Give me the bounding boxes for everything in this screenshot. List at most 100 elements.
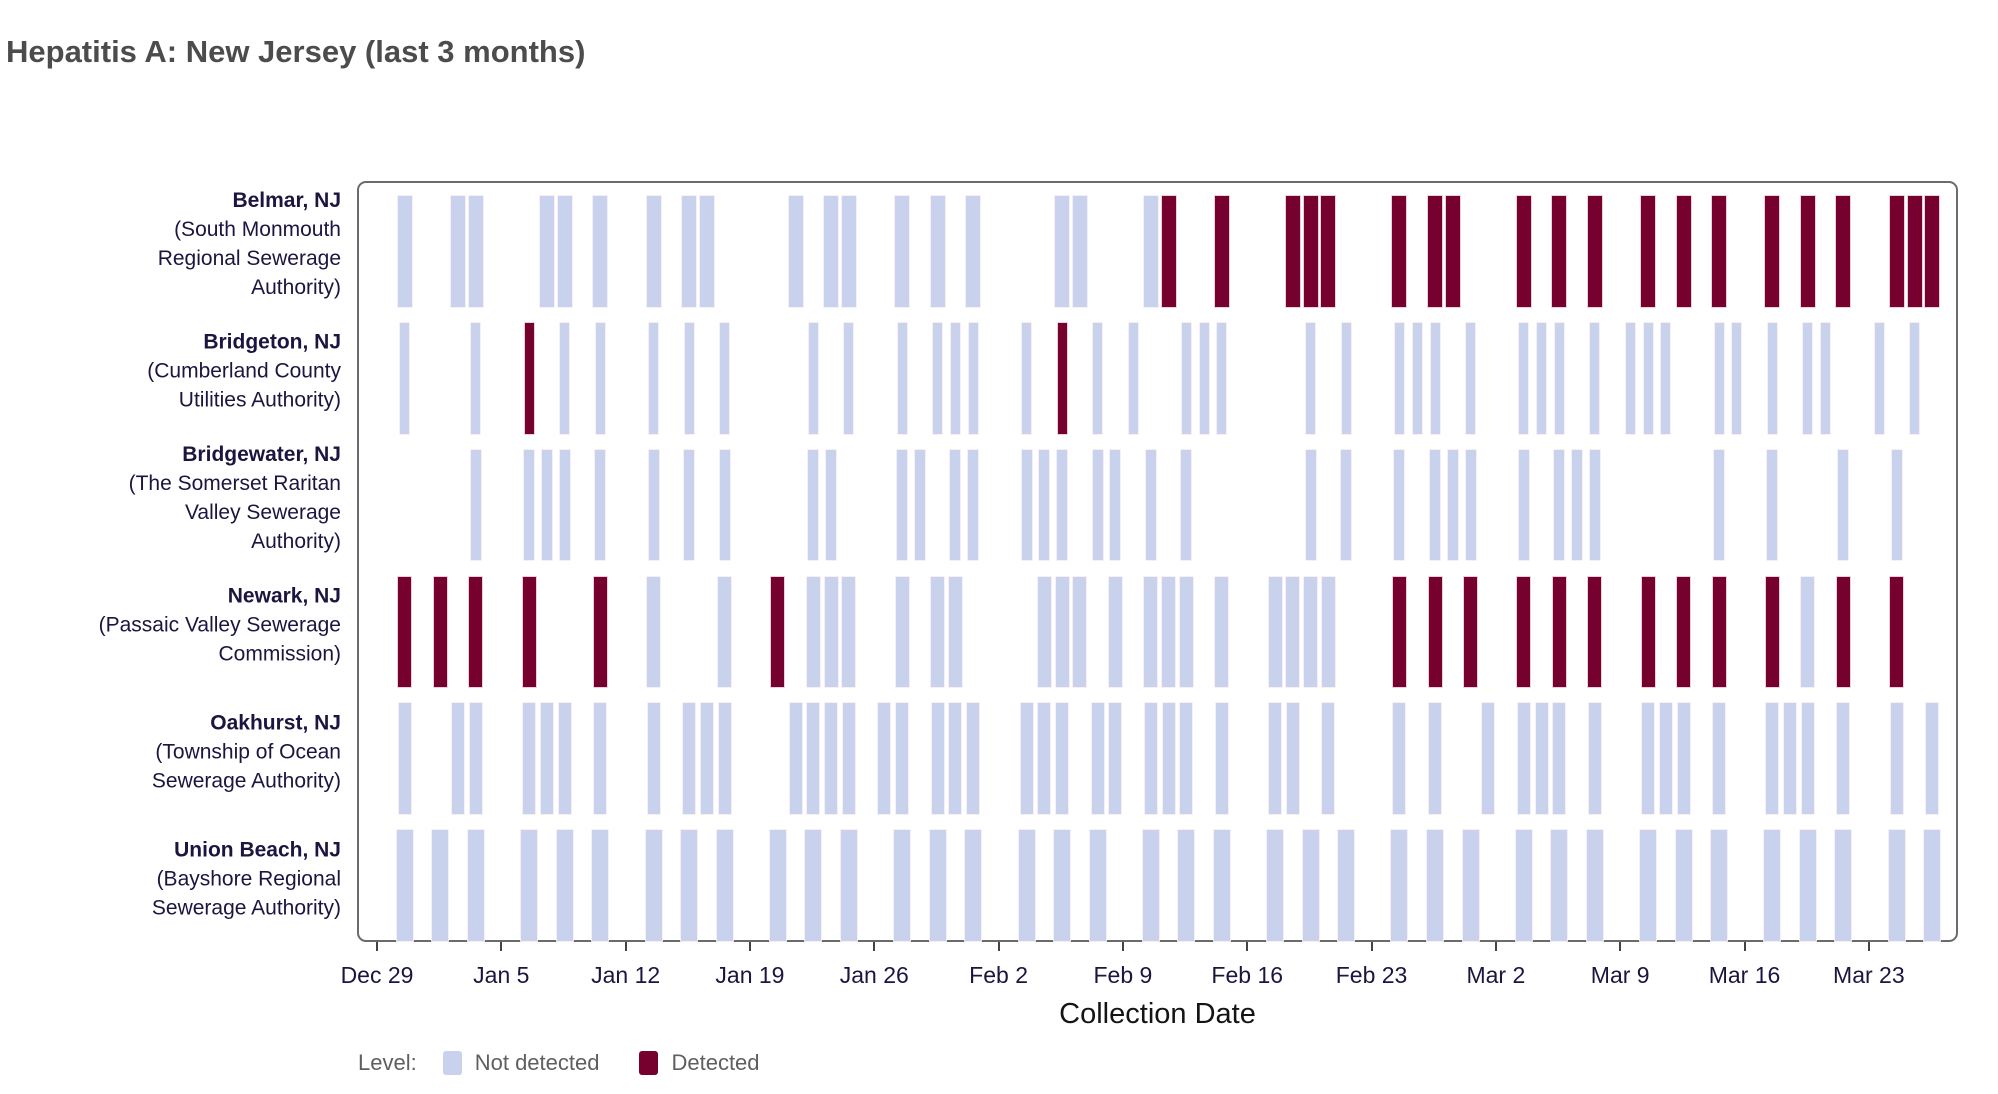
sample-bar-not-detected[interactable] — [646, 702, 661, 816]
sample-bar-not-detected[interactable] — [645, 195, 662, 308]
sample-bar-detected[interactable] — [1906, 195, 1923, 308]
sample-bar-detected[interactable] — [1835, 575, 1851, 689]
sample-bar-detected[interactable] — [1764, 575, 1780, 689]
sample-bar-detected[interactable] — [1516, 575, 1532, 689]
sample-bar-not-detected[interactable] — [930, 702, 945, 816]
sample-bar-not-detected[interactable] — [468, 702, 483, 816]
sample-bar-not-detected[interactable] — [719, 321, 731, 435]
sample-bar-not-detected[interactable] — [1285, 575, 1301, 689]
sample-bar-not-detected[interactable] — [470, 321, 482, 435]
sample-bar-detected[interactable] — [1056, 321, 1068, 435]
sample-bar-not-detected[interactable] — [1514, 829, 1533, 942]
sample-bar-not-detected[interactable] — [1021, 321, 1033, 435]
sample-bar-not-detected[interactable] — [1036, 575, 1052, 689]
sample-bar-not-detected[interactable] — [805, 575, 821, 689]
sample-bar-not-detected[interactable] — [1340, 321, 1352, 435]
sample-bar-not-detected[interactable] — [541, 448, 553, 562]
sample-bar-not-detected[interactable] — [930, 575, 946, 689]
sample-bar-detected[interactable] — [1320, 195, 1337, 308]
sample-bar-not-detected[interactable] — [1320, 575, 1336, 689]
sample-bar-not-detected[interactable] — [1588, 448, 1601, 562]
sample-bar-not-detected[interactable] — [1550, 829, 1569, 942]
sample-bar-not-detected[interactable] — [928, 829, 947, 942]
sample-bar-not-detected[interactable] — [843, 321, 855, 435]
sample-bar-not-detected[interactable] — [520, 829, 539, 942]
sample-bar-not-detected[interactable] — [450, 195, 467, 308]
sample-bar-detected[interactable] — [523, 321, 535, 435]
sample-bar-not-detected[interactable] — [1783, 702, 1798, 816]
sample-bar-not-detected[interactable] — [1072, 575, 1088, 689]
sample-bar-not-detected[interactable] — [1589, 321, 1601, 435]
sample-bar-not-detected[interactable] — [824, 702, 839, 816]
sample-bar-not-detected[interactable] — [1179, 702, 1194, 816]
sample-bar-not-detected[interactable] — [1713, 321, 1725, 435]
sample-bar-not-detected[interactable] — [683, 321, 695, 435]
sample-bar-not-detected[interactable] — [1143, 575, 1159, 689]
sample-bar-not-detected[interactable] — [1038, 448, 1051, 562]
sample-bar-not-detected[interactable] — [1141, 829, 1160, 942]
sample-bar-not-detected[interactable] — [1798, 829, 1817, 942]
sample-bar-not-detected[interactable] — [1198, 321, 1210, 435]
sample-bar-detected[interactable] — [1835, 195, 1852, 308]
sample-bar-not-detected[interactable] — [1092, 321, 1104, 435]
sample-bar-not-detected[interactable] — [1088, 829, 1107, 942]
sample-bar-not-detected[interactable] — [807, 321, 819, 435]
sample-bar-not-detected[interactable] — [683, 448, 696, 562]
sample-bar-not-detected[interactable] — [1642, 321, 1654, 435]
sample-bar-not-detected[interactable] — [1800, 702, 1815, 816]
sample-bar-not-detected[interactable] — [557, 702, 572, 816]
sample-bar-not-detected[interactable] — [947, 575, 963, 689]
sample-bar-detected[interactable] — [1284, 195, 1301, 308]
sample-bar-not-detected[interactable] — [559, 321, 571, 435]
sample-bar-detected[interactable] — [1160, 195, 1177, 308]
sample-bar-not-detected[interactable] — [787, 195, 804, 308]
sample-bar-not-detected[interactable] — [1055, 702, 1070, 816]
sample-bar-not-detected[interactable] — [717, 702, 732, 816]
sample-bar-detected[interactable] — [1463, 575, 1479, 689]
sample-bar-not-detected[interactable] — [965, 195, 982, 308]
sample-bar-not-detected[interactable] — [1321, 702, 1336, 816]
sample-bar-not-detected[interactable] — [1107, 575, 1123, 689]
sample-bar-detected[interactable] — [1391, 575, 1407, 689]
sample-bar-detected[interactable] — [1888, 195, 1905, 308]
sample-bar-not-detected[interactable] — [1516, 702, 1531, 816]
sample-bar-not-detected[interactable] — [1674, 829, 1693, 942]
sample-bar-not-detected[interactable] — [1304, 448, 1317, 562]
sample-bar-not-detected[interactable] — [1676, 702, 1691, 816]
sample-bar-not-detected[interactable] — [1056, 448, 1069, 562]
sample-bar-not-detected[interactable] — [699, 702, 714, 816]
sample-bar-not-detected[interactable] — [1037, 702, 1052, 816]
sample-bar-detected[interactable] — [1427, 575, 1443, 689]
sample-bar-not-detected[interactable] — [1144, 448, 1157, 562]
sample-bar-not-detected[interactable] — [841, 702, 856, 816]
sample-bar-not-detected[interactable] — [1340, 448, 1353, 562]
sample-bar-not-detected[interactable] — [555, 829, 574, 942]
sample-bar-detected[interactable] — [1640, 195, 1657, 308]
sample-bar-not-detected[interactable] — [1766, 448, 1779, 562]
sample-bar-not-detected[interactable] — [395, 829, 414, 942]
sample-bar-not-detected[interactable] — [540, 702, 554, 816]
sample-bar-not-detected[interactable] — [1834, 829, 1853, 942]
sample-bar-not-detected[interactable] — [1517, 448, 1530, 562]
sample-bar-detected[interactable] — [1586, 195, 1603, 308]
sample-bar-not-detected[interactable] — [399, 321, 411, 435]
sample-bar-not-detected[interactable] — [1214, 575, 1230, 689]
sample-bar-not-detected[interactable] — [1837, 448, 1850, 562]
sample-bar-not-detected[interactable] — [591, 829, 610, 942]
sample-bar-not-detected[interactable] — [1268, 702, 1283, 816]
sample-bar-not-detected[interactable] — [467, 195, 484, 308]
sample-bar-detected[interactable] — [1711, 575, 1727, 689]
sample-bar-not-detected[interactable] — [523, 448, 536, 562]
sample-bar-not-detected[interactable] — [929, 195, 946, 308]
sample-bar-not-detected[interactable] — [1641, 702, 1656, 816]
sample-bar-detected[interactable] — [1302, 195, 1319, 308]
sample-bar-not-detected[interactable] — [1054, 195, 1071, 308]
sample-bar-not-detected[interactable] — [823, 195, 840, 308]
sample-bar-not-detected[interactable] — [1553, 448, 1566, 562]
sample-bar-not-detected[interactable] — [1873, 321, 1885, 435]
sample-bar-not-detected[interactable] — [1536, 321, 1548, 435]
sample-bar-not-detected[interactable] — [1534, 702, 1549, 816]
sample-bar-not-detected[interactable] — [840, 195, 857, 308]
sample-bar-not-detected[interactable] — [1109, 448, 1122, 562]
sample-bar-not-detected[interactable] — [1887, 829, 1906, 942]
